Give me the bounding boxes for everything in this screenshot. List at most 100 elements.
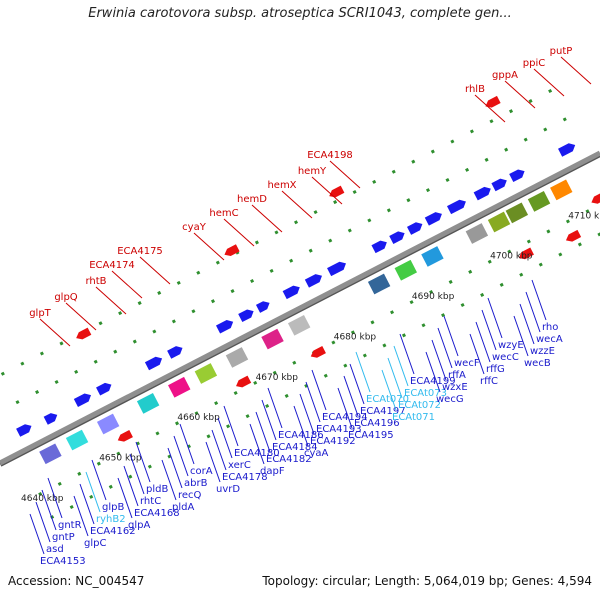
track-tick-mark (118, 311, 123, 316)
label-leader-line (135, 441, 151, 483)
label-leader-line (223, 405, 239, 447)
gene-label: rhtC (140, 496, 161, 507)
forward-gene (407, 222, 423, 235)
forward-gene (238, 309, 254, 323)
gene-label: gppA (492, 70, 518, 81)
gene-label: glpQ (54, 292, 77, 303)
track-tick-mark (401, 333, 406, 338)
kbp-tick-label: 4680 kbp (334, 332, 377, 342)
track-tick-mark (448, 279, 453, 284)
label-leader-line (560, 56, 592, 85)
gene-label: pldB (146, 484, 168, 495)
track-tick-mark (585, 209, 590, 214)
track-tick-mark (343, 363, 348, 368)
forward-gene (215, 320, 234, 334)
label-leader-line (255, 411, 271, 453)
kbp-tick-label: 4640 kbp (21, 494, 64, 504)
track-tick-mark (350, 330, 355, 335)
track-tick-mark (57, 481, 62, 486)
track-tick-mark (391, 169, 396, 174)
label-leader-line (337, 387, 353, 429)
gene-label: abrB (184, 478, 208, 489)
gene-label: ECA4194 (322, 412, 368, 423)
track-tick-mark (89, 494, 94, 499)
track-tick-mark (480, 292, 485, 297)
gene-label: putP (550, 46, 573, 57)
track-tick-mark (409, 300, 414, 305)
gene-label: wecA (536, 334, 563, 345)
track-tick-mark (15, 400, 20, 405)
gene-label: rhlB (465, 84, 485, 95)
label-leader-line (349, 363, 365, 405)
gene-label: dapF (260, 466, 285, 477)
label-leader-line (211, 429, 227, 471)
track-tick-mark (265, 403, 270, 409)
gene-label: gntR (58, 520, 82, 531)
forward-gene (16, 424, 32, 437)
label-leader-line (531, 279, 547, 321)
label-leader-line (95, 286, 127, 315)
label-leader-line (35, 501, 51, 543)
gene-label: ECA4175 (117, 246, 163, 257)
feature-block (96, 413, 120, 435)
track-tick-mark (429, 290, 434, 295)
label-leader-line (525, 291, 541, 333)
label-leader-line (47, 477, 63, 519)
track-tick-mark (194, 411, 199, 416)
track-tick-mark (274, 230, 279, 235)
label-leader-line (65, 302, 97, 331)
track-tick-mark (152, 329, 157, 334)
gene-label: hemD (237, 194, 267, 205)
feature-block (225, 347, 249, 368)
feature-block (505, 202, 529, 224)
accession-text: Accession: NC_004547 (8, 574, 145, 588)
label-leader-line (223, 218, 255, 247)
track-tick-mark (546, 229, 551, 234)
feature-block (367, 273, 391, 295)
map-title: Erwinia carotovora subsp. atroseptica SC… (88, 6, 512, 21)
label-leader-line (85, 471, 101, 513)
label-leader-line (117, 477, 133, 519)
label-leader-line (513, 315, 529, 357)
gene-label: cyaA (304, 448, 329, 459)
label-leader-line (431, 339, 447, 381)
track-tick-mark (0, 371, 5, 376)
track-tick-mark (507, 249, 512, 254)
gene-label: wzyE (498, 340, 524, 351)
kbp-tick-label: 4670 kbp (256, 373, 299, 383)
kbp-tick-label: 4700 kbp (490, 252, 533, 262)
label-leader-line (299, 393, 315, 435)
track-tick-mark (543, 127, 548, 132)
feature-block (136, 392, 160, 414)
forward-gene (43, 413, 58, 425)
forward-gene (509, 169, 525, 183)
track-tick-mark (176, 280, 181, 285)
track-tick-mark (210, 299, 216, 304)
track-tick-mark (372, 179, 377, 184)
track-tick-mark (20, 361, 25, 366)
track-tick-mark (39, 351, 44, 356)
gene-label: hemC (209, 208, 238, 219)
gene-label: ECA4180 (234, 448, 280, 459)
track-tick-mark (171, 319, 176, 324)
reverse-gene (224, 244, 240, 256)
track-tick-mark (558, 252, 563, 257)
track-tick-mark (331, 340, 336, 345)
label-leader-line (205, 441, 221, 483)
track-tick-mark (69, 504, 74, 510)
track-tick-mark (441, 313, 446, 318)
gene-label: gntP (52, 532, 75, 543)
track-tick-mark (386, 208, 391, 213)
gene-label: ppiC (523, 58, 545, 69)
label-leader-line (123, 465, 139, 507)
genome-backbone (0, 150, 600, 466)
reverse-gene (329, 185, 345, 198)
label-leader-line (129, 453, 145, 495)
track-tick-mark (313, 210, 318, 215)
track-tick-mark (284, 393, 289, 398)
track-tick-mark (294, 220, 299, 225)
track-tick-mark (245, 414, 250, 419)
forward-gene (446, 199, 466, 215)
track-tick-mark (128, 474, 133, 479)
